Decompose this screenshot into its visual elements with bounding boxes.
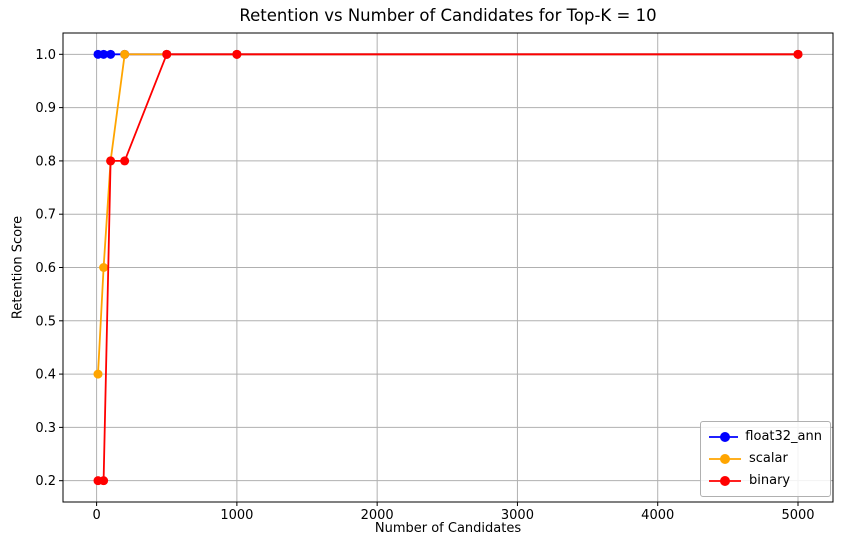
data-point-float32_ann: [99, 49, 109, 59]
y-tick-label: 1.0: [35, 48, 56, 63]
legend-marker-icon: [709, 476, 741, 486]
data-point-scalar: [120, 49, 130, 59]
y-tick-label: 0.7: [35, 208, 56, 223]
data-point-binary: [162, 49, 172, 59]
y-tick-label: 0.2: [35, 474, 56, 489]
y-tick-label: 0.9: [35, 101, 56, 116]
legend-item-float32_ann: float32_ann: [708, 426, 822, 448]
x-tick-label: 5000: [781, 508, 814, 523]
data-point-binary: [120, 156, 130, 166]
legend-marker-icon: [709, 432, 739, 442]
x-tick-label: 2000: [361, 508, 394, 523]
y-tick-label: 0.3: [35, 421, 56, 436]
data-point-binary: [106, 156, 116, 166]
legend-item-scalar: scalar: [708, 448, 822, 470]
y-tick-label: 0.5: [35, 314, 56, 329]
legend-item-label: scalar: [749, 451, 788, 466]
data-point-binary: [99, 476, 109, 486]
y-tick-label: 0.8: [35, 154, 56, 169]
legend-item-binary: binary: [708, 470, 822, 492]
legend-item-label: float32_ann: [745, 429, 822, 444]
legend-marker-icon: [709, 454, 741, 464]
x-tick-label: 4000: [641, 508, 674, 523]
data-point-binary: [232, 49, 242, 59]
legend-item-label: binary: [749, 473, 791, 488]
y-axis-label: Retention Score: [10, 215, 26, 320]
data-point-float32_ann: [106, 49, 116, 59]
data-point-scalar: [99, 263, 109, 272]
chart-title: Retention vs Number of Candidates for To…: [239, 6, 657, 25]
y-tick-label: 0.6: [35, 261, 56, 276]
data-point-binary: [793, 49, 803, 59]
x-axis-label: Number of Candidates: [374, 521, 522, 536]
x-tick-label: 3000: [501, 508, 534, 523]
x-tick-label: 0: [92, 508, 100, 523]
data-point-scalar: [93, 369, 103, 379]
x-tick-label: 1000: [220, 508, 253, 523]
y-tick-label: 0.4: [35, 368, 56, 383]
